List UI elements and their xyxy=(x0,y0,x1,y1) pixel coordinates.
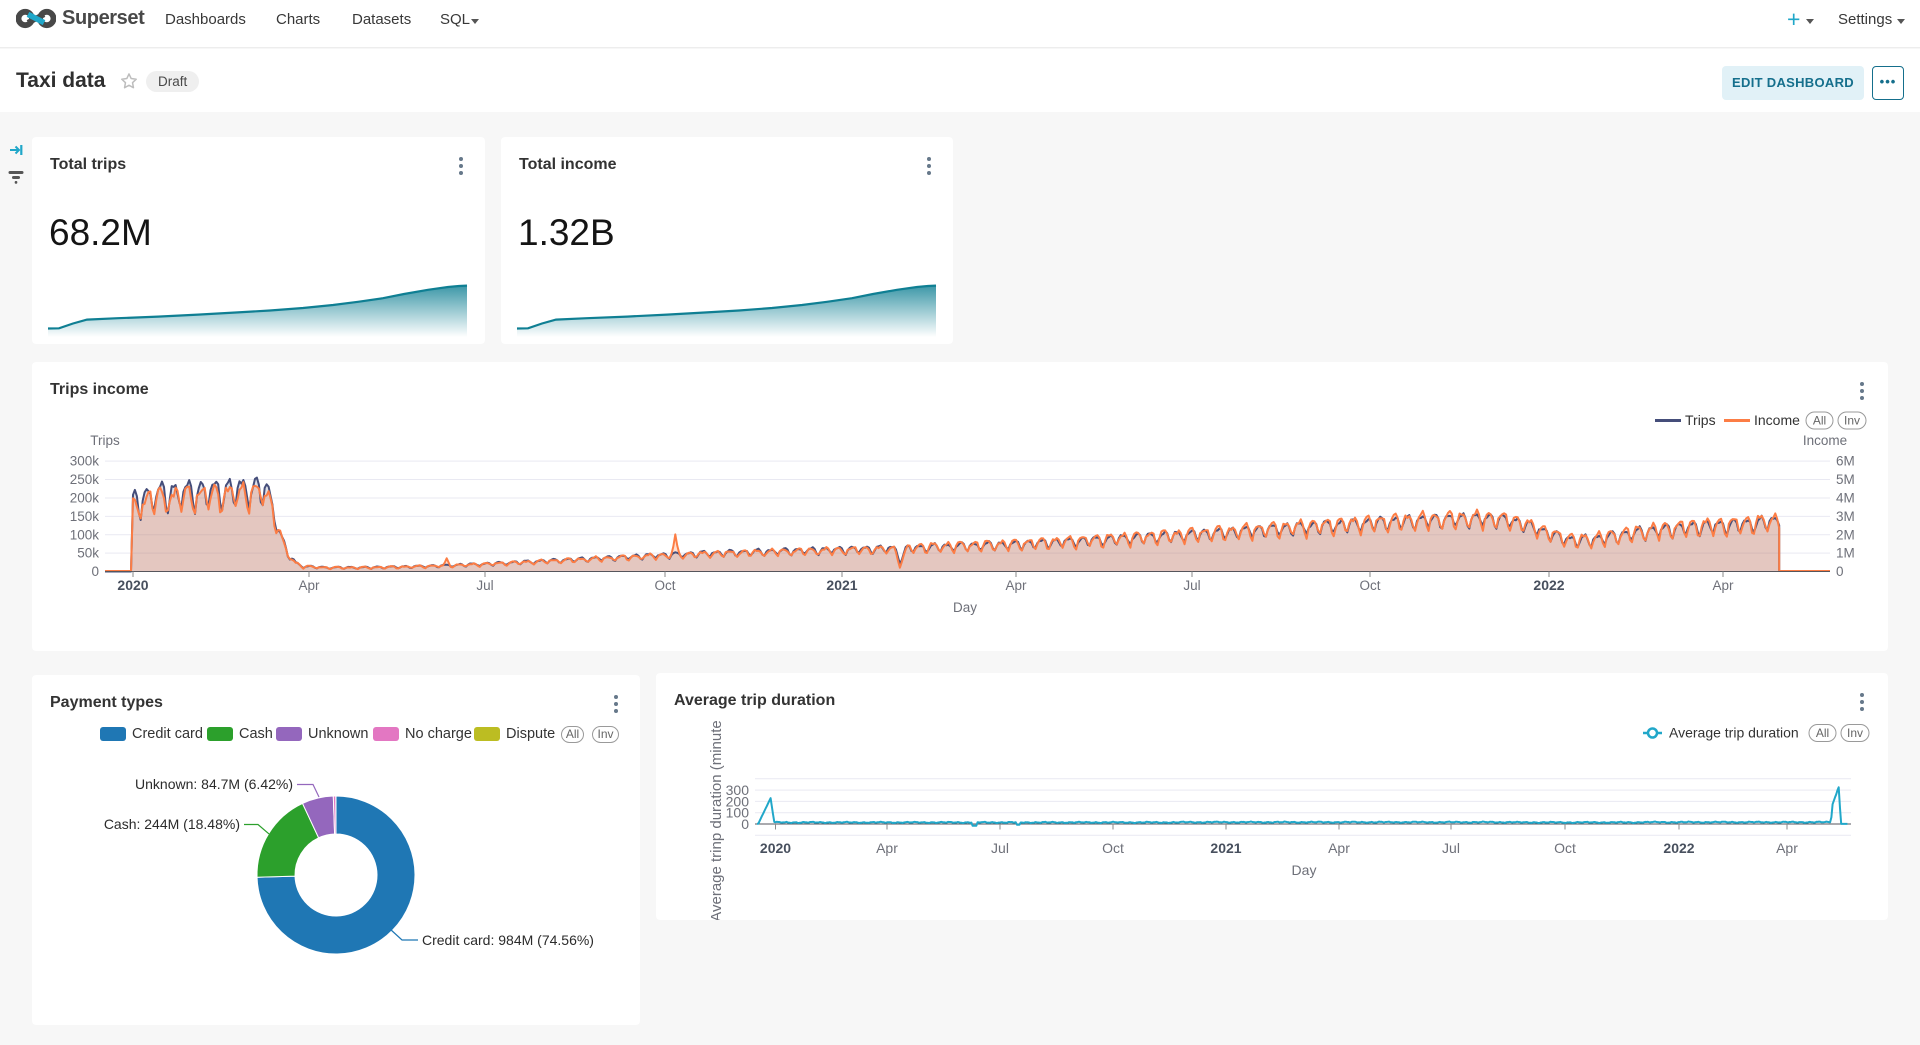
svg-text:Oct: Oct xyxy=(1554,840,1576,856)
svg-text:50k: 50k xyxy=(77,546,99,561)
svg-text:200k: 200k xyxy=(70,491,100,506)
svg-text:Average trinp duration (minute: Average trinp duration (minute xyxy=(708,720,725,920)
svg-text:Jul: Jul xyxy=(1183,578,1200,593)
svg-text:Income: Income xyxy=(1754,412,1800,428)
svg-text:Unknown: 84.7M (6.42%): Unknown: 84.7M (6.42%) xyxy=(135,776,293,792)
svg-text:Trips: Trips xyxy=(1685,412,1716,428)
svg-text:Trips: Trips xyxy=(90,433,120,448)
svg-text:2M: 2M xyxy=(1836,527,1855,542)
svg-text:5M: 5M xyxy=(1836,472,1855,487)
svg-text:Apr: Apr xyxy=(876,840,898,856)
svg-text:0: 0 xyxy=(91,564,99,579)
svg-text:Apr: Apr xyxy=(1712,578,1734,593)
svg-text:Apr: Apr xyxy=(1005,578,1027,593)
svg-text:Jul: Jul xyxy=(991,840,1009,856)
svg-text:150k: 150k xyxy=(70,509,100,524)
svg-text:Credit card: 984M (74.56%): Credit card: 984M (74.56%) xyxy=(422,932,594,948)
svg-text:2022: 2022 xyxy=(1533,577,1564,593)
svg-text:Oct: Oct xyxy=(1102,840,1124,856)
svg-text:Apr: Apr xyxy=(298,578,320,593)
svg-text:All: All xyxy=(1816,726,1829,740)
svg-text:200: 200 xyxy=(726,793,750,809)
svg-text:All: All xyxy=(1813,414,1826,428)
svg-text:4M: 4M xyxy=(1836,491,1855,506)
svg-text:Income: Income xyxy=(1803,433,1847,448)
svg-text:Oct: Oct xyxy=(1359,578,1380,593)
svg-text:Day: Day xyxy=(1292,862,1317,878)
svg-text:2020: 2020 xyxy=(117,577,148,593)
svg-text:Average trip duration: Average trip duration xyxy=(1669,725,1799,741)
svg-text:2022: 2022 xyxy=(1663,840,1694,856)
svg-text:1M: 1M xyxy=(1836,546,1855,561)
svg-text:100: 100 xyxy=(726,805,750,821)
svg-text:Day: Day xyxy=(953,600,977,615)
svg-text:0: 0 xyxy=(1836,564,1844,579)
svg-text:6M: 6M xyxy=(1836,454,1855,469)
svg-text:Apr: Apr xyxy=(1328,840,1350,856)
svg-text:300: 300 xyxy=(726,782,750,798)
svg-text:2021: 2021 xyxy=(1210,840,1241,856)
svg-text:Oct: Oct xyxy=(654,578,675,593)
svg-text:Inv: Inv xyxy=(1847,726,1863,740)
svg-text:3M: 3M xyxy=(1836,509,1855,524)
svg-text:Cash: 244M (18.48%): Cash: 244M (18.48%) xyxy=(104,816,240,832)
svg-text:0: 0 xyxy=(741,816,749,832)
svg-text:300k: 300k xyxy=(70,454,100,469)
svg-text:Apr: Apr xyxy=(1776,840,1798,856)
svg-text:Inv: Inv xyxy=(1844,414,1860,428)
svg-text:250k: 250k xyxy=(70,472,100,487)
svg-text:100k: 100k xyxy=(70,527,100,542)
svg-text:2021: 2021 xyxy=(826,577,857,593)
svg-text:2020: 2020 xyxy=(760,840,791,856)
svg-text:Jul: Jul xyxy=(1442,840,1460,856)
svg-text:Jul: Jul xyxy=(476,578,493,593)
